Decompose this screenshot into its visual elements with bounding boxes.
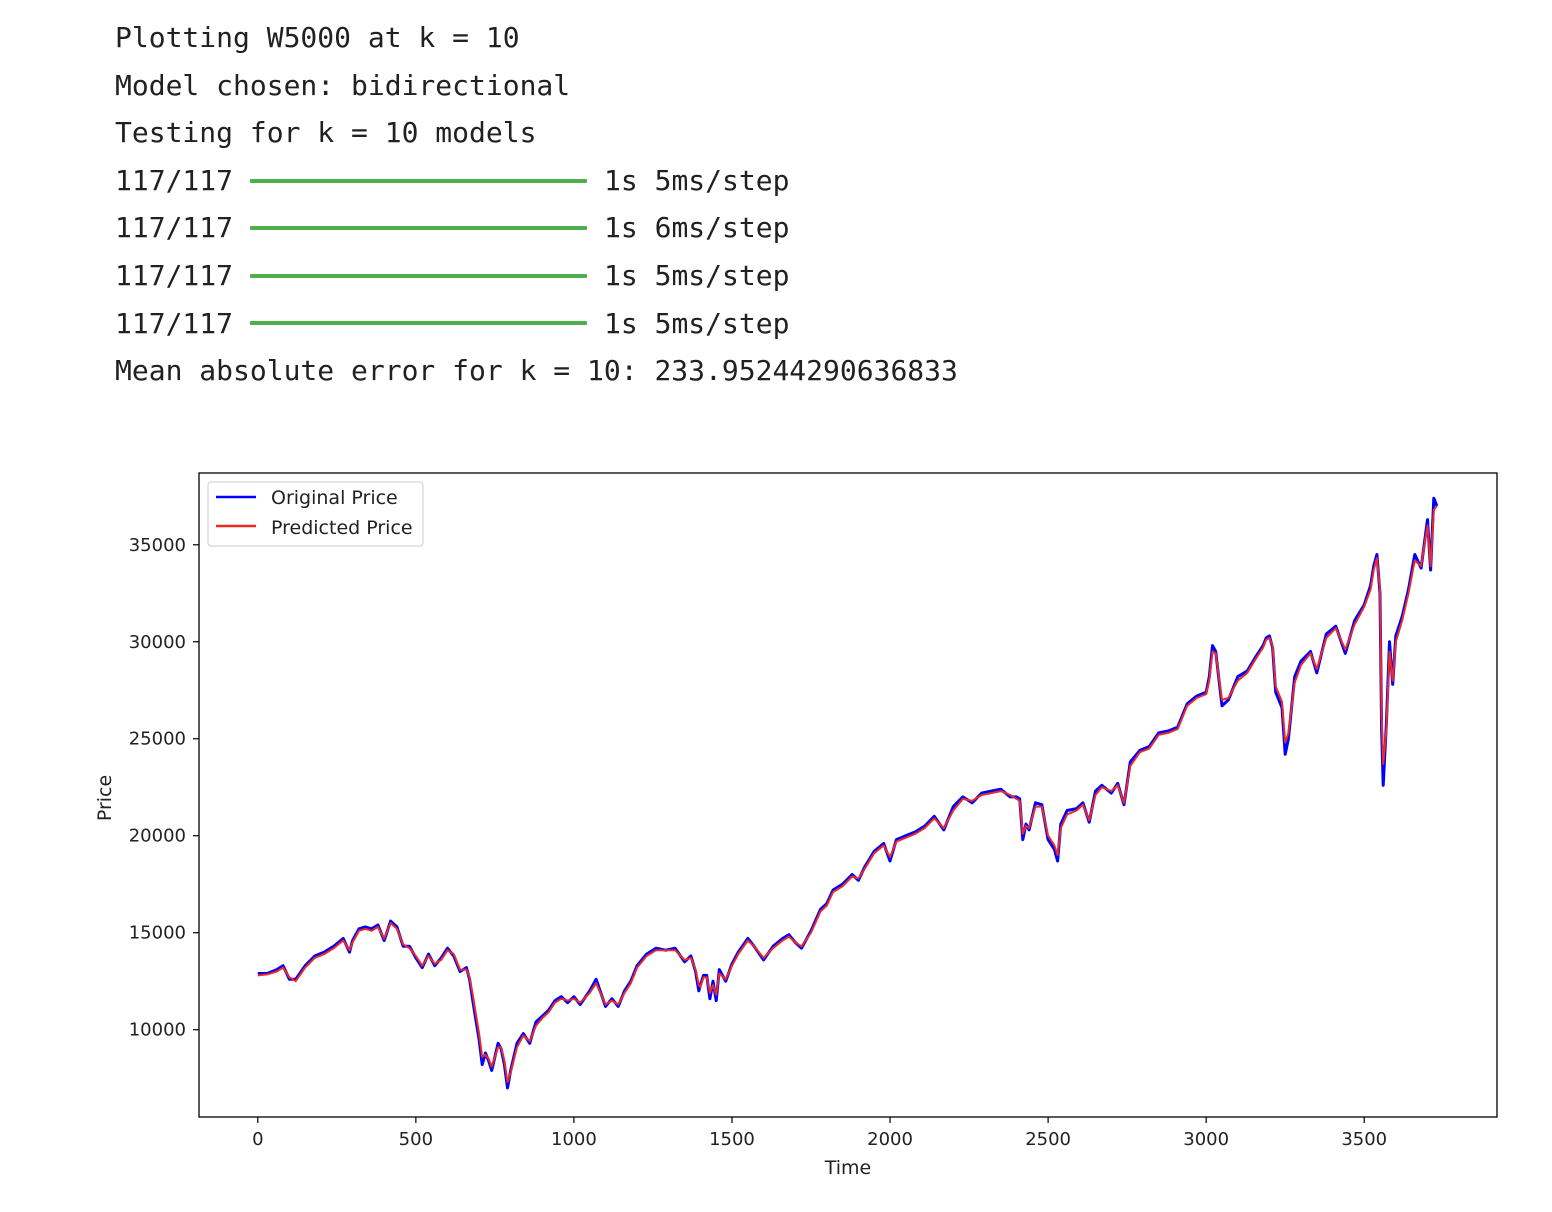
x-axis-title: Time: [824, 1157, 872, 1179]
legend: Original Price Predicted Price: [207, 481, 424, 547]
y-tick-label: 30000: [129, 632, 186, 653]
y-tick-label: 35000: [129, 535, 186, 556]
x-tick-label: 3500: [1341, 1129, 1387, 1150]
series-lines: [257, 496, 1439, 1090]
progress-bar: [250, 321, 588, 326]
x-tick-label: 2500: [1025, 1129, 1071, 1150]
progress-bar: [250, 273, 588, 278]
progress-timing: 1s 5ms/step: [604, 163, 790, 197]
progress-timing: 1s 5ms/step: [604, 258, 790, 292]
x-tick-label: 2000: [867, 1129, 913, 1150]
progress-count: 117/117: [115, 306, 234, 340]
progress-line: 117/117 1s 5ms/step: [115, 300, 958, 348]
legend-box: [207, 481, 424, 547]
progress-timing: 1s 5ms/step: [604, 306, 790, 340]
x-tick-label: 0: [252, 1129, 263, 1150]
y-tick-label: 25000: [129, 729, 186, 750]
progress-count: 117/117: [115, 258, 234, 292]
console-line-result: Mean absolute error for k = 10: 233.9524…: [115, 354, 958, 388]
progress-count: 117/117: [115, 211, 234, 245]
legend-label-predicted: Predicted Price: [271, 517, 413, 539]
legend-label-original: Original Price: [271, 487, 398, 509]
console-output: Plotting W5000 at k = 10 Model chosen: b…: [115, 14, 958, 395]
series-line-predicted: [257, 505, 1438, 1084]
y-tick-label: 10000: [129, 1020, 186, 1041]
series-line-original: [257, 496, 1439, 1090]
progress-timing: 1s 6ms/step: [604, 211, 790, 245]
progress-line: 117/117 1s 5ms/step: [115, 157, 958, 205]
progress-line: 117/117 1s 5ms/step: [115, 252, 958, 300]
plot-area: [198, 472, 1498, 1118]
console-line-plotting: Plotting W5000 at k = 10: [115, 21, 520, 54]
progress-count: 117/117: [115, 163, 234, 197]
console-line-testing: Testing for k = 10 models: [115, 116, 537, 150]
y-tick-label: 15000: [129, 923, 186, 944]
y-axis-title: Price: [94, 775, 116, 821]
console-line-model: Model chosen: bidirectional: [115, 68, 571, 102]
axis-ticks: 0 500 1000 1500 2000 2500 3000 3500 10000 15000 20…: [129, 535, 1387, 1150]
x-tick-label: 3000: [1183, 1129, 1229, 1150]
y-tick-label: 20000: [129, 826, 186, 847]
x-tick-label: 500: [399, 1129, 433, 1150]
x-tick-label: 1500: [709, 1129, 755, 1150]
x-tick-label: 1000: [551, 1129, 597, 1150]
progress-bar: [250, 226, 588, 231]
progress-line: 117/117 1s 6ms/step: [115, 204, 958, 252]
progress-bar: [250, 178, 588, 183]
